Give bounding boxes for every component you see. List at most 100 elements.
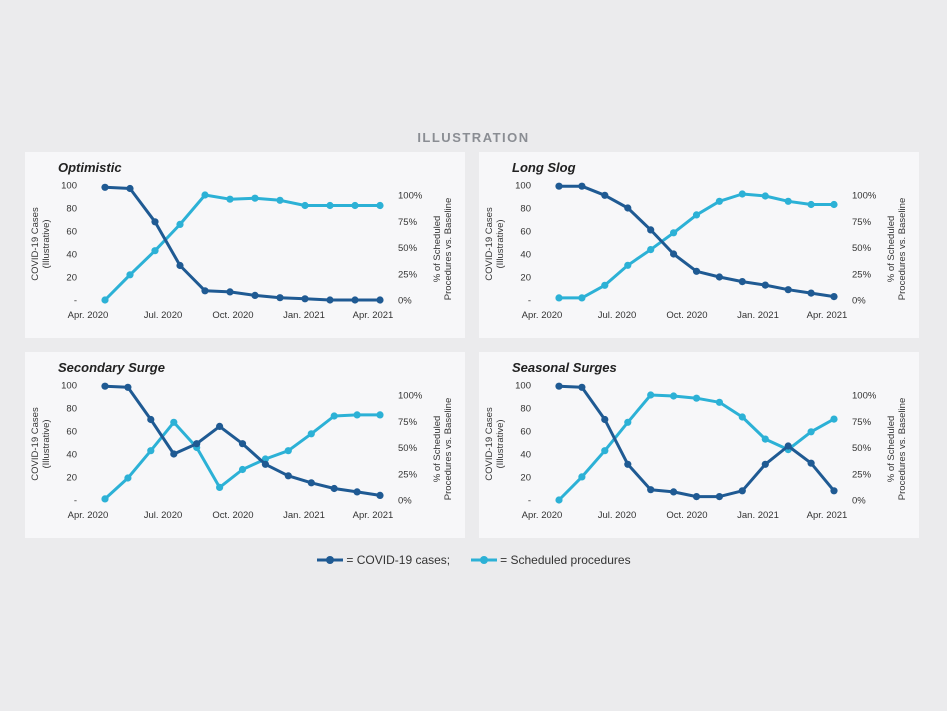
chart-0-x-tick-1: Jul. 2020 bbox=[144, 310, 183, 321]
legend-label-cases: = COVID-19 cases; bbox=[346, 553, 451, 567]
chart-3-right-tick-1: 75% bbox=[852, 417, 872, 428]
chart-1-x-tick-0: Apr. 2020 bbox=[522, 310, 563, 321]
chart-0-covid-19-cases-point-11 bbox=[376, 296, 384, 304]
chart-1-covid-19-cases-point-6 bbox=[692, 267, 701, 275]
chart-3-left-tick-4: 20 bbox=[520, 473, 531, 484]
chart-1-covid-19-cases-point-5 bbox=[670, 250, 678, 258]
chart-2-right-tick-4: 0% bbox=[398, 496, 412, 507]
chart-1-scheduled-procedures-point-9 bbox=[761, 192, 769, 200]
chart-1-covid-19-cases-point-8 bbox=[738, 278, 746, 286]
chart-1-covid-19-cases-point-3 bbox=[624, 204, 632, 212]
chart-2-covid-19-cases-point-3 bbox=[170, 450, 178, 458]
chart-panel-secondary-surge: Secondary Surge 100 80 60 40 20 - 100% 75% 50% 25%… bbox=[25, 352, 465, 538]
chart-3-left-tick-5: - bbox=[528, 496, 531, 507]
chart-0-scheduled-procedures-point-4 bbox=[201, 191, 209, 199]
chart-0-right-tick-4: 0% bbox=[398, 296, 412, 307]
chart-3-covid-19-cases-point-1 bbox=[578, 383, 586, 391]
chart-1-covid-19-cases-point-9 bbox=[761, 281, 769, 289]
chart-3-scheduled-procedures-point-3 bbox=[624, 418, 632, 426]
chart-3-covid-19-cases-point-7 bbox=[715, 493, 723, 501]
chart-2-covid-19-cases-point-9 bbox=[307, 479, 315, 487]
chart-2-left-tick-1: 80 bbox=[66, 404, 77, 415]
chart-1-right-axis-title: % of Scheduled Procedures vs. Baseline bbox=[886, 198, 908, 300]
chart-optimistic: Optimistic 100 80 60 40 20 - 100% 75% 50% 25% 0% Apr… bbox=[30, 160, 454, 321]
chart-0-x-tick-3: Jan. 2021 bbox=[283, 310, 325, 321]
chart-0-left-axis-title: COVID-19 Cases (Illustrative) bbox=[30, 207, 52, 281]
chart-1-covid-19-cases-point-1 bbox=[578, 182, 586, 190]
chart-2-scheduled-procedures-point-9 bbox=[307, 430, 315, 438]
chart-1-scheduled-procedures-point-12 bbox=[830, 200, 838, 209]
chart-2-right-axis-title: % of Scheduled Procedures vs. Baseline bbox=[432, 398, 454, 500]
chart-0-covid-19-cases-point-5 bbox=[226, 288, 234, 296]
chart-2-scheduled-procedures-point-6 bbox=[238, 465, 247, 474]
chart-2-right-axis-title-line-0: % of Scheduled bbox=[432, 416, 443, 483]
chart-2-covid-19-cases-point-11 bbox=[353, 488, 361, 496]
chart-2-covid-19-cases-point-4 bbox=[193, 440, 201, 448]
chart-3-right-axis-title-line-0: % of Scheduled bbox=[886, 416, 897, 483]
chart-1-scheduled-procedures-point-3 bbox=[624, 261, 632, 269]
chart-0-x-tick-4: Apr. 2021 bbox=[353, 310, 394, 321]
chart-3-left-tick-2: 60 bbox=[520, 427, 531, 438]
chart-1-x-tick-1: Jul. 2020 bbox=[598, 310, 637, 321]
chart-2-x-tick-4: Apr. 2021 bbox=[353, 510, 394, 521]
chart-panel-seasonal-surges: Seasonal Surges 100 80 60 40 20 - 100% 75% 50% 25%… bbox=[479, 352, 919, 538]
chart-0-scheduled-procedures-point-2 bbox=[151, 247, 159, 255]
chart-3-scheduled-procedures-point-12 bbox=[830, 415, 838, 423]
chart-0-scheduled-procedures-point-11 bbox=[376, 201, 384, 210]
chart-1-scheduled-procedures-point-7 bbox=[715, 197, 723, 205]
chart-1-right-tick-3: 25% bbox=[852, 269, 872, 280]
chart-1-x-tick-4: Apr. 2021 bbox=[807, 310, 848, 321]
chart-1-scheduled-procedures-point-5 bbox=[670, 229, 678, 237]
chart-0-scheduled-procedures-point-1 bbox=[126, 271, 134, 279]
chart-1-right-tick-1: 75% bbox=[852, 217, 872, 228]
chart-1-covid-19-cases-point-7 bbox=[715, 273, 723, 281]
chart-3-covid-19-cases-point-2 bbox=[601, 415, 609, 424]
chart-3-right-tick-0: 100% bbox=[852, 391, 877, 402]
chart-1-scheduled-procedures-point-4 bbox=[647, 246, 655, 254]
chart-2-scheduled-procedures-point-0 bbox=[101, 495, 109, 503]
chart-0-covid-19-cases-point-9 bbox=[326, 296, 334, 304]
chart-2-covid-19-cases-point-1 bbox=[124, 383, 132, 391]
chart-0-scheduled-procedures-point-3 bbox=[176, 220, 184, 228]
chart-1-covid-19-cases-point-0 bbox=[555, 182, 563, 190]
chart-2-covid-19-cases-point-2 bbox=[147, 415, 155, 424]
chart-3-right-axis-title: % of Scheduled Procedures vs. Baseline bbox=[886, 398, 908, 500]
legend: = COVID-19 cases; = Scheduled procedures bbox=[0, 553, 947, 567]
chart-0-left-tick-0: 100 bbox=[61, 181, 77, 192]
chart-1-title: Long Slog bbox=[512, 160, 576, 175]
chart-1-x-tick-2: Oct. 2020 bbox=[666, 310, 707, 321]
chart-0-scheduled-procedures-line bbox=[103, 193, 382, 302]
chart-2-covid-19-cases-point-8 bbox=[284, 472, 292, 480]
chart-2-scheduled-procedures-point-1 bbox=[124, 474, 132, 482]
chart-3-covid-19-cases-point-9 bbox=[761, 460, 769, 468]
chart-0-covid-19-cases-line bbox=[103, 185, 382, 302]
chart-1-left-tick-2: 60 bbox=[520, 227, 531, 238]
legend-item-cases: = COVID-19 cases; bbox=[316, 553, 450, 567]
chart-2-left-axis-title: COVID-19 Cases (Illustrative) bbox=[30, 407, 52, 481]
chart-3-right-tick-4: 0% bbox=[852, 496, 866, 507]
legend-swatch-procedures bbox=[471, 556, 498, 564]
chart-2-left-tick-3: 40 bbox=[66, 450, 77, 461]
chart-0-right-axis-title-line-0: % of Scheduled bbox=[432, 216, 443, 283]
chart-2-covid-19-cases-point-5 bbox=[216, 422, 224, 430]
chart-0-covid-19-cases-point-7 bbox=[276, 294, 284, 302]
chart-0-covid-19-cases-point-2 bbox=[151, 218, 159, 226]
chart-2-covid-19-cases-point-0 bbox=[101, 382, 109, 390]
chart-0-covid-19-cases-point-1 bbox=[126, 184, 134, 193]
chart-3-scheduled-procedures-point-4 bbox=[647, 391, 655, 399]
chart-1-covid-19-cases-point-12 bbox=[830, 293, 838, 301]
chart-2-right-tick-2: 50% bbox=[398, 443, 418, 454]
chart-2-scheduled-procedures-line bbox=[103, 413, 382, 501]
chart-2-covid-19-cases-point-12 bbox=[376, 491, 384, 499]
chart-2-scheduled-procedures-point-2 bbox=[147, 447, 155, 455]
chart-1-right-tick-0: 100% bbox=[852, 191, 877, 202]
chart-panel-optimistic: Optimistic 100 80 60 40 20 - 100% 75% 50% 25% 0% Apr… bbox=[25, 152, 465, 338]
chart-1-left-tick-1: 80 bbox=[520, 204, 531, 215]
chart-3-scheduled-procedures-point-7 bbox=[715, 398, 723, 406]
chart-0-right-axis-title-line-1: Procedures vs. Baseline bbox=[443, 198, 454, 300]
chart-0-right-tick-2: 50% bbox=[398, 243, 418, 254]
chart-3-covid-19-cases-point-0 bbox=[555, 382, 563, 390]
chart-1-left-axis-title-line-1: (Illustrative) bbox=[495, 219, 506, 268]
chart-0-left-axis-title-line-0: COVID-19 Cases bbox=[30, 207, 41, 281]
chart-2-left-tick-0: 100 bbox=[61, 381, 77, 392]
